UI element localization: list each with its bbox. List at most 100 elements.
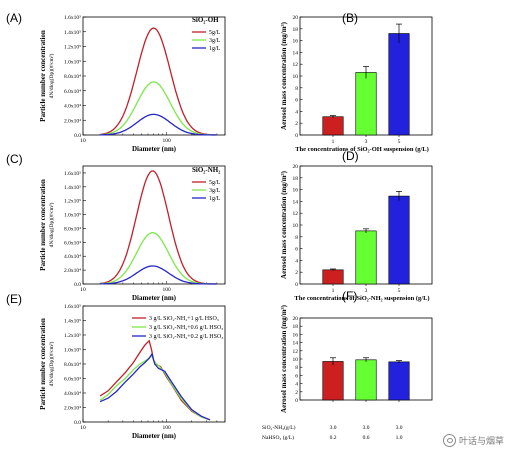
y-tick-label: 14 xyxy=(293,199,299,205)
y-tick-label: 8.0x10⁴ xyxy=(64,226,81,232)
x-tick-label: 1 xyxy=(332,139,335,145)
y-tick-label: 1.0x10⁵ xyxy=(64,213,81,219)
y-tick-label: 20 xyxy=(293,15,299,21)
bar xyxy=(388,195,410,285)
y-tick-label: 1.2x10⁵ xyxy=(64,199,81,205)
y-tick-label: 16 xyxy=(293,188,299,194)
x-tick-label: 5 xyxy=(398,288,401,294)
bar xyxy=(355,359,377,401)
x-axis-title: Diameter (nm) xyxy=(132,145,177,153)
x-tick-label: 1 xyxy=(332,288,335,294)
x-axis-title: Diameter (nm) xyxy=(132,432,177,440)
row-value: 0.2 xyxy=(330,435,337,441)
series-line xyxy=(99,27,217,136)
bar xyxy=(355,72,377,136)
series-line xyxy=(99,352,211,421)
y-tick-label: 8 xyxy=(295,235,298,241)
bar xyxy=(322,269,344,285)
y-tick-label: 4 xyxy=(295,109,298,115)
x-axis-title: Diameter (nm) xyxy=(132,294,177,302)
y-tick-label: 10 xyxy=(293,223,299,229)
y-axis-title: Aerosol mass concentration (mg/m³) xyxy=(280,21,288,130)
row-label: NaHSO₃ (g/L) xyxy=(262,434,294,441)
y-tick-label: 0.0 xyxy=(74,133,81,139)
series-line xyxy=(99,113,217,136)
y-tick-label: 8.0x10⁴ xyxy=(64,74,81,80)
y-tick-label: 0.0 xyxy=(74,420,81,426)
x-tick-label: 10 xyxy=(80,425,86,431)
y-tick-label: 1.6x10⁵ xyxy=(64,304,81,310)
legend-entry: 3g/L xyxy=(209,188,221,194)
plot-frame xyxy=(82,16,226,136)
y-tick-label: 4 xyxy=(295,258,298,264)
row-value: 3.0 xyxy=(330,425,337,431)
y-tick-label: 16 xyxy=(293,39,299,45)
y-tick-label: 0.0 xyxy=(74,282,81,288)
row-value: 0.6 xyxy=(363,435,370,441)
series-line xyxy=(99,232,217,285)
y-axis-subtitle: dN/dlog(Dp)(#/cm³) xyxy=(48,341,55,386)
y-tick-label: 1.4x10⁵ xyxy=(64,30,81,36)
plot-frame xyxy=(82,305,226,423)
legend-entry: 1g/L xyxy=(209,46,221,52)
y-tick-label: 6 xyxy=(295,98,298,104)
x-tick-label: 100 xyxy=(162,425,171,431)
y-tick-label: 2 xyxy=(295,270,298,276)
y-axis-title: Aerosol mass concentration (mg/m³) xyxy=(280,304,288,413)
chart-b: (B) 0 2 4 6 8 10 12 14 16 18 20 1 3 5 Aerosol mass conc… xyxy=(280,11,433,153)
bar xyxy=(322,361,344,401)
y-tick-label: 20 xyxy=(293,316,299,322)
y-tick-label: 16 xyxy=(293,332,299,338)
watermark-text: 叶话与烟草 xyxy=(458,437,504,447)
y-tick-label: 4.0x10⁴ xyxy=(64,104,81,110)
series-line xyxy=(99,81,217,136)
chart-c: (C) 0.0 2.0x10⁴ 4.0x10⁴ 6.0x10⁴ 8.0x10⁴ 1.0x10… xyxy=(6,152,226,302)
y-tick-label: 4 xyxy=(295,382,298,388)
y-tick-label: 1.4x10⁵ xyxy=(64,319,81,325)
y-tick-label: 4.0x10⁴ xyxy=(64,254,81,260)
y-axis-subtitle: dN/dlog(Dp)(#/cm³) xyxy=(48,202,55,247)
y-axis-title: Aerosol mass concentration (mg/m³) xyxy=(280,170,288,279)
y-tick-label: 18 xyxy=(293,27,299,33)
y-tick-label: 6.0x10⁴ xyxy=(64,240,81,246)
y-tick-label: 14 xyxy=(293,50,299,56)
y-tick-label: 1.4x10⁵ xyxy=(64,185,81,191)
y-tick-label: 1.0x10⁵ xyxy=(64,59,81,65)
panel-label: (B) xyxy=(342,11,358,25)
series-line xyxy=(99,170,217,285)
y-tick-label: 10 xyxy=(293,357,299,363)
row-value: 3.0 xyxy=(363,425,370,431)
y-tick-label: 6.0x10⁴ xyxy=(64,377,81,383)
x-axis-title: The concentrations of SiO₂-OH suspension… xyxy=(295,146,429,153)
y-tick-label: 6 xyxy=(295,247,298,253)
series-line xyxy=(99,265,217,285)
y-tick-label: 12 xyxy=(293,62,299,68)
x-tick-label: 5 xyxy=(398,139,401,145)
y-tick-label: 0 xyxy=(295,282,298,288)
legend-entry: 3g/L xyxy=(209,38,221,44)
y-axis-subtitle: dN/dlog(Dp)(#/cm³) xyxy=(48,53,55,98)
y-tick-label: 12 xyxy=(293,211,299,217)
panel-label: (D) xyxy=(342,149,359,163)
y-axis-title: Particle number concentration xyxy=(39,179,47,271)
y-tick-label: 2.0x10⁴ xyxy=(64,406,81,412)
bar xyxy=(388,361,410,401)
chart-d: (D) 0 2 4 6 8 10 12 14 16 18 20 1 3 5 Aerosol mass conc… xyxy=(280,149,433,302)
y-axis-title: Particle number concentration xyxy=(39,318,47,410)
y-tick-label: 4.0x10⁴ xyxy=(64,391,81,397)
y-tick-label: 1.6x10⁵ xyxy=(64,15,81,21)
legend-title: SiO₂-NH₂ xyxy=(192,166,220,174)
y-tick-label: 18 xyxy=(293,324,299,330)
series-line xyxy=(99,339,211,421)
bar xyxy=(322,116,344,136)
panel-label: (A) xyxy=(6,11,22,25)
y-tick-label: 2 xyxy=(295,121,298,127)
y-tick-label: 12 xyxy=(293,349,299,355)
y-tick-label: 10 xyxy=(293,74,299,80)
y-tick-label: 14 xyxy=(293,341,299,347)
bar xyxy=(355,230,377,285)
y-tick-label: 0 xyxy=(295,133,298,139)
x-tick-label: 10 xyxy=(80,287,86,293)
y-tick-label: 1.2x10⁵ xyxy=(64,333,81,339)
y-tick-label: 2.0x10⁴ xyxy=(64,118,81,124)
